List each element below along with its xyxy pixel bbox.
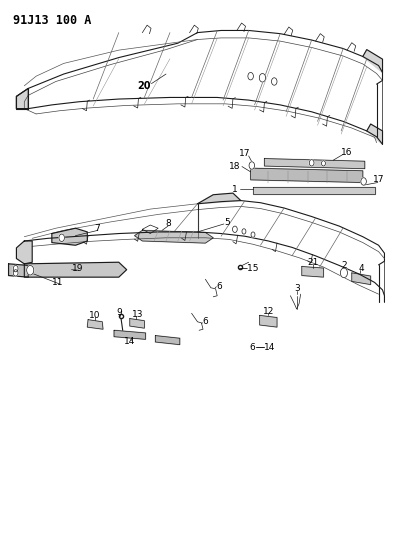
Polygon shape xyxy=(155,336,180,345)
Text: 20: 20 xyxy=(137,81,151,91)
Text: 2: 2 xyxy=(341,261,347,270)
Polygon shape xyxy=(87,320,103,329)
Circle shape xyxy=(13,265,18,272)
Circle shape xyxy=(13,270,18,276)
Text: —15: —15 xyxy=(239,264,259,272)
Text: 21: 21 xyxy=(307,258,318,266)
Circle shape xyxy=(309,160,314,166)
Circle shape xyxy=(259,74,265,82)
Text: 3: 3 xyxy=(294,284,299,293)
Polygon shape xyxy=(17,88,28,109)
Polygon shape xyxy=(302,266,324,277)
Circle shape xyxy=(322,161,325,166)
Text: 18: 18 xyxy=(229,162,241,171)
Circle shape xyxy=(233,226,237,232)
Text: 11: 11 xyxy=(52,278,64,287)
Text: 17: 17 xyxy=(239,149,250,158)
Polygon shape xyxy=(130,319,144,328)
Text: 4: 4 xyxy=(358,264,364,273)
Text: 17: 17 xyxy=(373,175,384,184)
Circle shape xyxy=(249,162,254,169)
Text: 6: 6 xyxy=(216,281,222,290)
Polygon shape xyxy=(352,273,371,285)
Circle shape xyxy=(340,268,348,278)
Text: 14: 14 xyxy=(124,337,135,346)
Circle shape xyxy=(248,72,254,80)
Text: 7: 7 xyxy=(94,224,100,233)
Circle shape xyxy=(59,234,64,241)
Polygon shape xyxy=(253,187,374,193)
Circle shape xyxy=(361,177,366,185)
Text: 1: 1 xyxy=(232,185,238,194)
Text: 9: 9 xyxy=(116,308,122,317)
Polygon shape xyxy=(9,264,28,277)
Polygon shape xyxy=(260,316,277,327)
Text: 16: 16 xyxy=(341,148,353,157)
Polygon shape xyxy=(251,168,363,182)
Circle shape xyxy=(242,229,246,234)
Text: 5: 5 xyxy=(224,219,230,228)
Polygon shape xyxy=(135,230,213,243)
Text: 10: 10 xyxy=(89,311,101,320)
Text: 91J13 100 A: 91J13 100 A xyxy=(13,14,91,27)
Polygon shape xyxy=(17,241,32,264)
Text: 13: 13 xyxy=(132,310,143,319)
Text: 6: 6 xyxy=(249,343,255,352)
Circle shape xyxy=(271,78,277,85)
Polygon shape xyxy=(367,124,382,144)
Polygon shape xyxy=(114,330,145,340)
Polygon shape xyxy=(24,262,127,277)
Polygon shape xyxy=(264,159,365,168)
Text: 12: 12 xyxy=(263,306,274,316)
Circle shape xyxy=(27,265,34,275)
Polygon shape xyxy=(363,50,382,72)
Text: 14: 14 xyxy=(264,343,275,352)
Polygon shape xyxy=(52,228,87,245)
Polygon shape xyxy=(198,193,241,204)
Circle shape xyxy=(251,232,255,237)
Text: 6: 6 xyxy=(203,317,208,326)
Text: 19: 19 xyxy=(72,264,83,272)
Text: 8: 8 xyxy=(165,220,171,229)
